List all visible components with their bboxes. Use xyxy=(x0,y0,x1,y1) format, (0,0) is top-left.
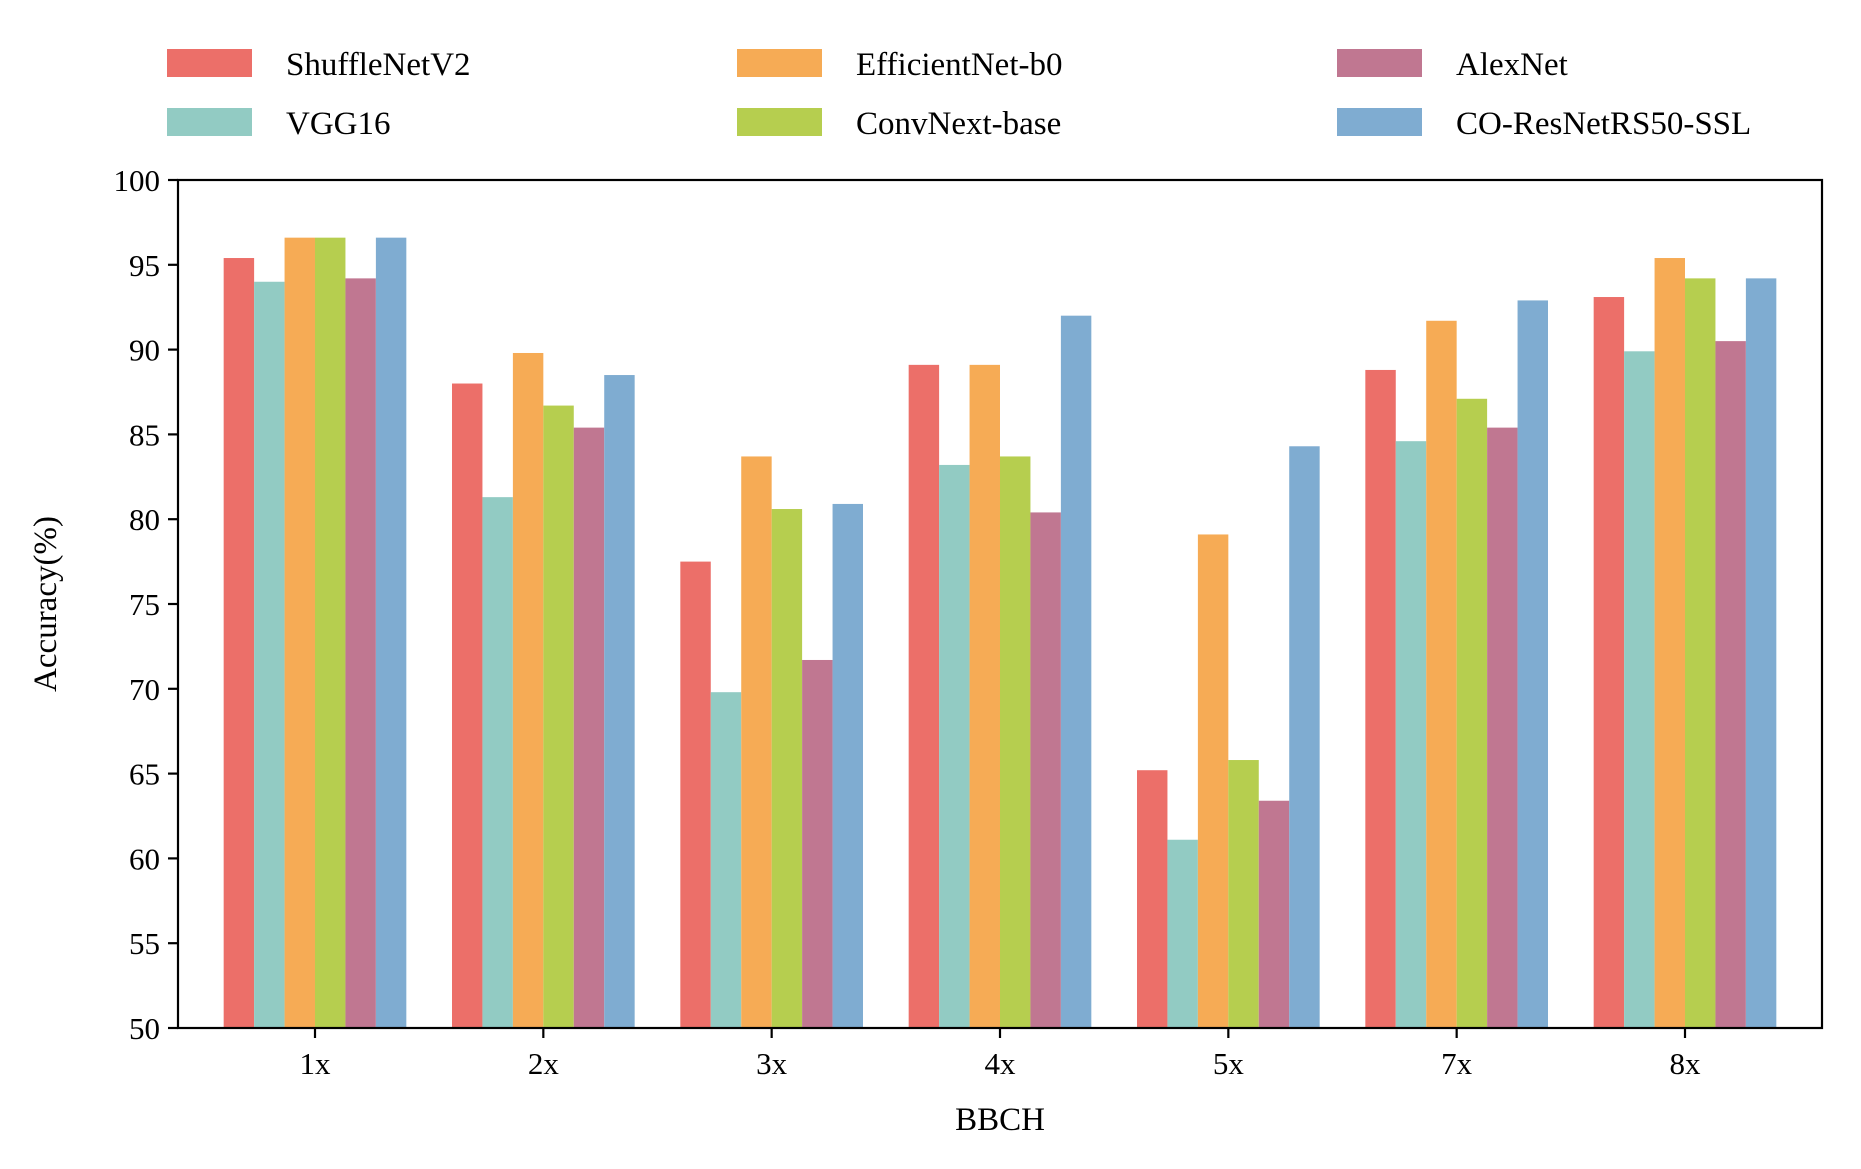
bar-7x-alexnet xyxy=(1487,427,1518,1028)
bar-1x-shufflenetv2 xyxy=(223,258,255,1028)
bar-8x-co-resnetrs50-ssl xyxy=(1745,278,1777,1028)
x-tick-label: 7x xyxy=(1441,1046,1473,1081)
bar-3x-alexnet xyxy=(802,659,833,1028)
bar-1x-co-resnetrs50-ssl xyxy=(375,237,407,1028)
bar-1x-vgg16 xyxy=(254,281,285,1028)
bar-7x-co-resnetrs50-ssl xyxy=(1517,300,1548,1028)
bar-8x-convnext-base xyxy=(1685,278,1716,1028)
x-tick-label: 2x xyxy=(528,1046,560,1081)
bar-4x-convnext-base xyxy=(1000,456,1031,1028)
x-tick-label: 5x xyxy=(1213,1046,1245,1081)
legend-swatch xyxy=(167,49,252,77)
bar-5x-co-resnetrs50-ssl xyxy=(1289,446,1320,1028)
x-axis-title: BBCH xyxy=(955,1102,1045,1138)
bar-4x-co-resnetrs50-ssl xyxy=(1060,315,1092,1028)
bars xyxy=(223,237,1777,1028)
y-tick-label: 50 xyxy=(129,1011,160,1046)
y-tick-label: 60 xyxy=(129,841,160,876)
legend-swatch xyxy=(1337,108,1422,136)
bar-3x-vgg16 xyxy=(710,692,742,1028)
bar-8x-efficientnet-b0 xyxy=(1654,258,1685,1028)
bar-3x-convnext-base xyxy=(771,509,803,1028)
bar-1x-efficientnet-b0 xyxy=(284,237,315,1028)
y-tick-label: 100 xyxy=(114,163,161,198)
legend-label: ShuffleNetV2 xyxy=(286,47,471,83)
bar-2x-vgg16 xyxy=(482,497,513,1028)
y-axis-title: Accuracy(%) xyxy=(28,516,64,692)
bar-7x-convnext-base xyxy=(1456,398,1488,1028)
y-tick-label: 85 xyxy=(129,417,160,452)
bar-2x-convnext-base xyxy=(543,405,574,1028)
y-tick-label: 95 xyxy=(129,248,160,283)
bar-7x-efficientnet-b0 xyxy=(1426,320,1457,1028)
legend-swatch xyxy=(737,108,822,136)
bar-1x-convnext-base xyxy=(315,237,346,1028)
legend-label: ConvNext-base xyxy=(856,106,1061,142)
legend-swatch xyxy=(167,108,252,136)
bar-5x-shufflenetv2 xyxy=(1137,770,1168,1028)
bar-4x-shufflenetv2 xyxy=(908,364,940,1028)
y-tick-label: 75 xyxy=(129,587,160,622)
bar-5x-alexnet xyxy=(1258,800,1290,1028)
bar-3x-shufflenetv2 xyxy=(680,561,711,1028)
bar-4x-efficientnet-b0 xyxy=(969,364,1000,1028)
bar-5x-efficientnet-b0 xyxy=(1197,534,1229,1028)
x-tick-label: 8x xyxy=(1670,1046,1702,1081)
legend-swatch xyxy=(1337,49,1422,77)
y-tick-label: 65 xyxy=(129,757,160,792)
bar-7x-shufflenetv2 xyxy=(1365,369,1396,1028)
legend: ShuffleNetV2 VGG16 EfficientNet-b0 ConvNext… xyxy=(167,47,1751,142)
bar-4x-vgg16 xyxy=(939,464,970,1028)
bar-8x-vgg16 xyxy=(1624,351,1655,1028)
bar-2x-co-resnetrs50-ssl xyxy=(604,375,635,1028)
bar-3x-co-resnetrs50-ssl xyxy=(832,503,863,1028)
bar-7x-vgg16 xyxy=(1395,441,1427,1028)
legend-label: VGG16 xyxy=(286,106,391,142)
bar-5x-vgg16 xyxy=(1167,839,1198,1028)
bar-2x-shufflenetv2 xyxy=(452,383,483,1028)
bar-5x-convnext-base xyxy=(1228,760,1259,1028)
x-tick-label: 1x xyxy=(300,1046,332,1081)
bar-2x-alexnet xyxy=(573,427,605,1028)
bar-8x-shufflenetv2 xyxy=(1593,297,1625,1028)
bar-4x-alexnet xyxy=(1030,512,1061,1028)
y-tick-label: 90 xyxy=(129,333,160,368)
bar-8x-alexnet xyxy=(1715,341,1746,1028)
y-tick-label: 70 xyxy=(129,672,160,707)
legend-label: CO-ResNetRS50-SSL xyxy=(1456,106,1751,142)
bar-1x-alexnet xyxy=(345,278,376,1028)
y-tick-label: 80 xyxy=(129,502,160,537)
bar-3x-efficientnet-b0 xyxy=(741,456,772,1028)
x-axis: 1x 2x 3x 4x 5x 7x 8x xyxy=(300,1028,1702,1081)
legend-label: EfficientNet-b0 xyxy=(856,47,1062,83)
bar-2x-efficientnet-b0 xyxy=(512,352,544,1028)
legend-swatch xyxy=(737,49,822,77)
legend-label: AlexNet xyxy=(1456,47,1568,83)
y-tick-label: 55 xyxy=(129,926,160,961)
x-tick-label: 3x xyxy=(756,1046,788,1081)
x-tick-label: 4x xyxy=(985,1046,1017,1081)
y-axis: 50 55 60 65 70 75 80 85 90 95 100 xyxy=(114,163,178,1046)
